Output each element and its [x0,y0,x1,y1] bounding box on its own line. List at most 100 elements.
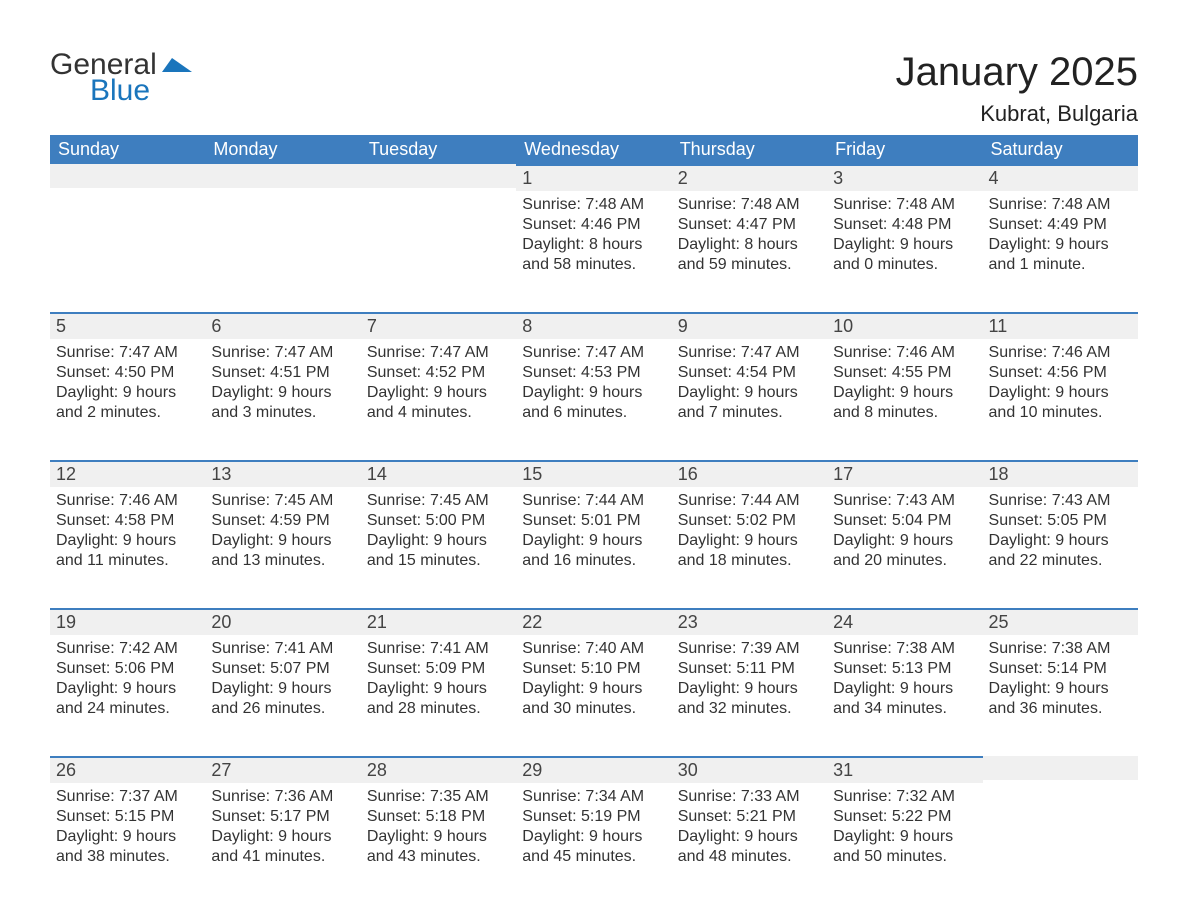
weekday-header: Sunday [50,135,205,164]
header: General Blue January 2025 Kubrat, Bulgar… [50,50,1138,127]
sunset-label: Sunset: [989,660,1043,677]
sunset-label: Sunset: [989,364,1043,381]
sunrise-label: Sunrise: [678,196,737,213]
sunrise: Sunrise: 7:45 AM [367,491,510,511]
sunrise-value: 7:47 AM [430,344,489,361]
day-body: Sunrise: 7:33 AMSunset: 5:21 PMDaylight:… [672,783,827,871]
sunset-label: Sunset: [367,364,421,381]
day-body: Sunrise: 7:48 AMSunset: 4:49 PMDaylight:… [983,191,1138,279]
day-cell: 3Sunrise: 7:48 AMSunset: 4:48 PMDaylight… [827,164,982,312]
day-number: 31 [827,756,982,783]
sunset-label: Sunset: [56,660,110,677]
sunrise-value: 7:48 AM [741,196,800,213]
sunrise-label: Sunrise: [833,196,892,213]
sunset: Sunset: 5:21 PM [678,807,821,827]
day-number: 9 [672,312,827,339]
day-body: Sunrise: 7:44 AMSunset: 5:01 PMDaylight:… [516,487,671,575]
sunset: Sunset: 4:59 PM [211,511,354,531]
sunrise: Sunrise: 7:40 AM [522,639,665,659]
day-cell: 22Sunrise: 7:40 AMSunset: 5:10 PMDayligh… [516,608,671,756]
sunset-label: Sunset: [211,512,265,529]
empty-day [50,164,205,188]
location: Kubrat, Bulgaria [896,101,1138,127]
sunrise-label: Sunrise: [989,492,1048,509]
day-number: 10 [827,312,982,339]
sunset-value: 5:02 PM [736,512,796,529]
day-cell: 4Sunrise: 7:48 AMSunset: 4:49 PMDaylight… [983,164,1138,312]
sunrise: Sunrise: 7:48 AM [833,195,976,215]
sunrise-label: Sunrise: [56,492,115,509]
weekday-header: Monday [205,135,360,164]
sunset: Sunset: 5:01 PM [522,511,665,531]
sunrise: Sunrise: 7:48 AM [522,195,665,215]
sunset-value: 5:15 PM [115,808,175,825]
day-number: 18 [983,460,1138,487]
daylight-label: Daylight: [211,384,273,401]
sunset: Sunset: 5:06 PM [56,659,199,679]
day-cell: 25Sunrise: 7:38 AMSunset: 5:14 PMDayligh… [983,608,1138,756]
day-body: Sunrise: 7:41 AMSunset: 5:07 PMDaylight:… [205,635,360,723]
daylight-label: Daylight: [678,680,740,697]
day-cell [983,756,1138,904]
day-cell: 17Sunrise: 7:43 AMSunset: 5:04 PMDayligh… [827,460,982,608]
day-cell [361,164,516,312]
sunrise-value: 7:38 AM [896,640,955,657]
daylight: Daylight: 9 hours and 34 minutes. [833,679,976,719]
sunrise-value: 7:47 AM [275,344,334,361]
sunset-value: 4:58 PM [115,512,175,529]
day-body: Sunrise: 7:43 AMSunset: 5:05 PMDaylight:… [983,487,1138,575]
sunset-value: 5:00 PM [426,512,486,529]
sunrise: Sunrise: 7:33 AM [678,787,821,807]
sunset-label: Sunset: [833,512,887,529]
sunset: Sunset: 4:51 PM [211,363,354,383]
daylight: Daylight: 9 hours and 48 minutes. [678,827,821,867]
sunset: Sunset: 5:18 PM [367,807,510,827]
sunrise-value: 7:33 AM [741,788,800,805]
daylight: Daylight: 9 hours and 8 minutes. [833,383,976,423]
day-cell: 2Sunrise: 7:48 AMSunset: 4:47 PMDaylight… [672,164,827,312]
daylight: Daylight: 8 hours and 58 minutes. [522,235,665,275]
sunrise-value: 7:36 AM [275,788,334,805]
sunset: Sunset: 4:54 PM [678,363,821,383]
day-number: 6 [205,312,360,339]
sunset-label: Sunset: [678,660,732,677]
daylight-label: Daylight: [367,680,429,697]
day-body: Sunrise: 7:47 AMSunset: 4:54 PMDaylight:… [672,339,827,427]
day-body: Sunrise: 7:48 AMSunset: 4:46 PMDaylight:… [516,191,671,279]
day-body: Sunrise: 7:45 AMSunset: 4:59 PMDaylight:… [205,487,360,575]
sunrise: Sunrise: 7:47 AM [522,343,665,363]
daylight: Daylight: 9 hours and 16 minutes. [522,531,665,571]
day-body: Sunrise: 7:47 AMSunset: 4:53 PMDaylight:… [516,339,671,427]
calendar-table: SundayMondayTuesdayWednesdayThursdayFrid… [50,135,1138,904]
daylight-label: Daylight: [678,828,740,845]
daylight-label: Daylight: [367,532,429,549]
day-body: Sunrise: 7:47 AMSunset: 4:50 PMDaylight:… [50,339,205,427]
sunrise: Sunrise: 7:47 AM [211,343,354,363]
daylight-label: Daylight: [522,384,584,401]
sunrise: Sunrise: 7:39 AM [678,639,821,659]
sunset: Sunset: 4:49 PM [989,215,1132,235]
day-body: Sunrise: 7:46 AMSunset: 4:55 PMDaylight:… [827,339,982,427]
day-number: 2 [672,164,827,191]
day-body: Sunrise: 7:34 AMSunset: 5:19 PMDaylight:… [516,783,671,871]
daylight: Daylight: 9 hours and 11 minutes. [56,531,199,571]
daylight: Daylight: 9 hours and 1 minute. [989,235,1132,275]
sunset-label: Sunset: [211,660,265,677]
daylight: Daylight: 9 hours and 22 minutes. [989,531,1132,571]
sunset-label: Sunset: [833,364,887,381]
sunrise: Sunrise: 7:48 AM [989,195,1132,215]
day-body: Sunrise: 7:47 AMSunset: 4:52 PMDaylight:… [361,339,516,427]
day-cell: 15Sunrise: 7:44 AMSunset: 5:01 PMDayligh… [516,460,671,608]
sunrise-label: Sunrise: [833,640,892,657]
weekday-header: Thursday [672,135,827,164]
day-number: 12 [50,460,205,487]
day-cell [50,164,205,312]
sunrise-label: Sunrise: [211,492,270,509]
sunset-value: 5:06 PM [115,660,175,677]
sunset: Sunset: 4:55 PM [833,363,976,383]
sunrise: Sunrise: 7:36 AM [211,787,354,807]
day-body: Sunrise: 7:39 AMSunset: 5:11 PMDaylight:… [672,635,827,723]
sunset-value: 4:56 PM [1047,364,1107,381]
daylight-label: Daylight: [522,532,584,549]
sunrise: Sunrise: 7:46 AM [56,491,199,511]
